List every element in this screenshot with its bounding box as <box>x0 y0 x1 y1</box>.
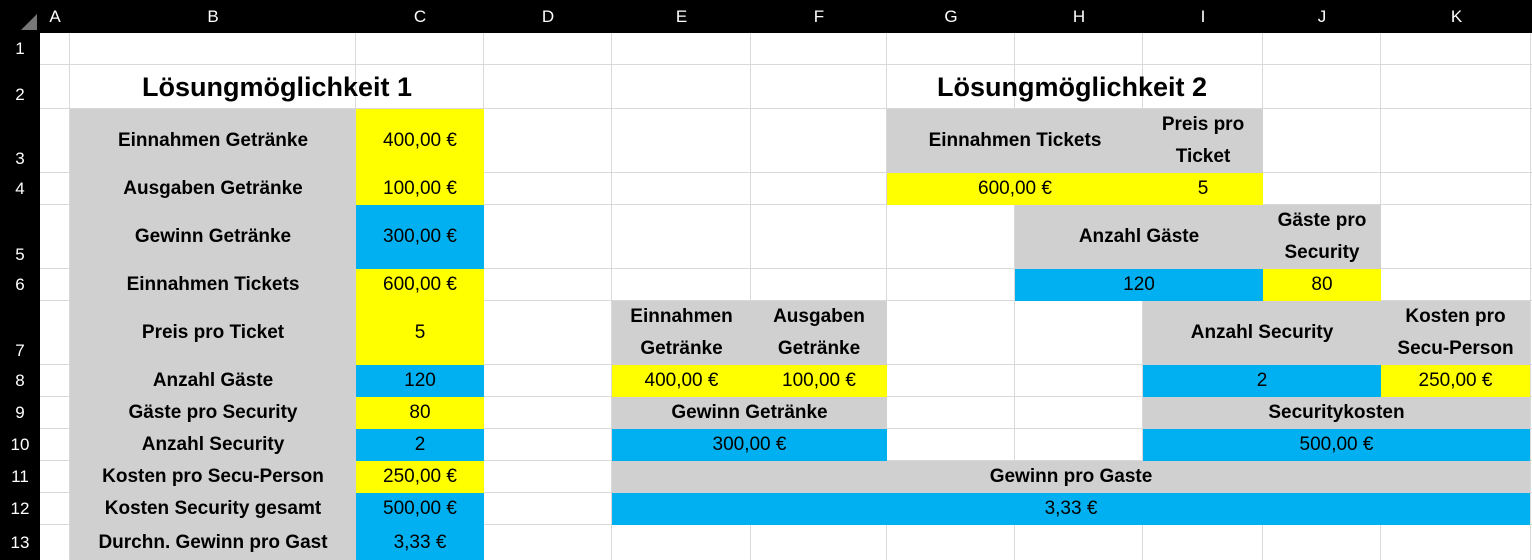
s2-label-guests-per-security[interactable]: Gäste pro Security <box>1263 205 1381 269</box>
column-header-d[interactable]: D <box>484 0 612 33</box>
column-header-b[interactable]: B <box>70 0 356 33</box>
s2-value-expenses-drinks[interactable]: 100,00 € <box>751 365 887 397</box>
s2-label-security-count[interactable]: Anzahl Security <box>1143 301 1381 365</box>
row-header-8[interactable]: 8 <box>0 365 40 397</box>
row-header-9[interactable]: 9 <box>0 397 40 429</box>
s2-value-security-count[interactable]: 2 <box>1143 365 1381 397</box>
s1-label-income-tickets[interactable]: Einnahmen Tickets <box>70 269 356 301</box>
s1-value-price-ticket[interactable]: 5 <box>356 301 484 365</box>
s2-label-price-ticket-line1: Preis pro <box>1161 114 1245 135</box>
s2-label-price-ticket[interactable]: Preis pro Ticket <box>1143 109 1263 173</box>
s1-label-guests[interactable]: Anzahl Gäste <box>70 365 356 397</box>
s1-value-profit-drinks[interactable]: 300,00 € <box>356 205 484 269</box>
column-header-g[interactable]: G <box>887 0 1015 33</box>
row-header-3[interactable]: 3 <box>0 109 40 173</box>
s1-value-income-tickets[interactable]: 600,00 € <box>356 269 484 301</box>
row-header-10[interactable]: 10 <box>0 429 40 461</box>
solution2-title[interactable]: Lösungmöglichkeit 2 <box>936 72 1208 102</box>
s2-value-income-drinks[interactable]: 400,00 € <box>612 365 751 397</box>
row-header-6[interactable]: 6 <box>0 269 40 301</box>
column-header-e[interactable]: E <box>612 0 751 33</box>
s2-label-cost-per-person-line2: Secu-Person <box>1397 338 1514 359</box>
column-header-h[interactable]: H <box>1015 0 1143 33</box>
column-header-i[interactable]: I <box>1143 0 1263 33</box>
s2-label-cost-per-person-line1: Kosten pro <box>1405 306 1506 327</box>
s2-label-security-costs[interactable]: Securitykosten <box>1143 397 1530 429</box>
s2-label-expenses-drinks-line2: Getränke <box>777 338 861 359</box>
s1-label-expenses-drinks[interactable]: Ausgaben Getränke <box>70 173 356 205</box>
s2-value-guests-per-security[interactable]: 80 <box>1263 269 1381 301</box>
s2-value-guests[interactable]: 120 <box>1015 269 1263 301</box>
column-header-k[interactable]: K <box>1381 0 1532 33</box>
s1-label-price-ticket[interactable]: Preis pro Ticket <box>70 301 356 365</box>
s2-label-guests[interactable]: Anzahl Gäste <box>1015 205 1263 269</box>
select-all-corner[interactable] <box>0 0 40 33</box>
row-header-1[interactable]: 1 <box>0 33 40 65</box>
s1-label-guests-per-security[interactable]: Gäste pro Security <box>70 397 356 429</box>
s2-value-income-tickets[interactable]: 600,00 € <box>887 173 1143 205</box>
row-header-12[interactable]: 12 <box>0 493 40 525</box>
row-header-7[interactable]: 7 <box>0 301 40 365</box>
s1-label-income-drinks[interactable]: Einnahmen Getränke <box>70 109 356 173</box>
s2-label-profit-per-guest[interactable]: Gewinn pro Gaste <box>612 461 1530 493</box>
row-header-13[interactable]: 13 <box>0 525 40 560</box>
column-header-f[interactable]: F <box>751 0 887 33</box>
s1-value-avg-profit-per-guest[interactable]: 3,33 € <box>356 525 484 560</box>
column-header-j[interactable]: J <box>1263 0 1381 33</box>
s1-label-profit-drinks[interactable]: Gewinn Getränke <box>70 205 356 269</box>
s2-value-security-costs[interactable]: 500,00 € <box>1143 429 1530 461</box>
column-header-a[interactable]: A <box>40 0 70 33</box>
s2-value-cost-per-person[interactable]: 250,00 € <box>1381 365 1530 397</box>
s2-label-income-drinks[interactable]: Einnahmen Getränke <box>612 301 751 365</box>
s1-value-income-drinks[interactable]: 400,00 € <box>356 109 484 173</box>
s1-value-security-count[interactable]: 2 <box>356 429 484 461</box>
row-header-4[interactable]: 4 <box>0 173 40 205</box>
s2-label-income-drinks-line2: Getränke <box>640 338 723 359</box>
s2-label-profit-drinks[interactable]: Gewinn Getränke <box>612 397 887 429</box>
row-header-11[interactable]: 11 <box>0 461 40 493</box>
s2-label-cost-per-person[interactable]: Kosten pro Secu-Person <box>1381 301 1530 365</box>
s2-value-profit-per-guest[interactable]: 3,33 € <box>612 493 1530 525</box>
row-header-5[interactable]: 5 <box>0 205 40 269</box>
row-header-2[interactable]: 2 <box>0 65 40 109</box>
s2-label-price-ticket-line2: Ticket <box>1175 146 1231 167</box>
s1-label-cost-per-person[interactable]: Kosten pro Secu-Person <box>70 461 356 493</box>
s1-label-security-count[interactable]: Anzahl Security <box>70 429 356 461</box>
s1-label-avg-profit-per-guest[interactable]: Durchn. Gewinn pro Gast <box>70 525 356 560</box>
s2-value-profit-drinks[interactable]: 300,00 € <box>612 429 887 461</box>
column-header-c[interactable]: C <box>356 0 484 33</box>
s2-value-price-ticket[interactable]: 5 <box>1143 173 1263 205</box>
s1-value-expenses-drinks[interactable]: 100,00 € <box>356 173 484 205</box>
s2-label-income-tickets[interactable]: Einnahmen Tickets <box>887 109 1143 173</box>
s2-label-guests-per-security-line2: Security <box>1284 242 1360 263</box>
s1-value-guests-per-security[interactable]: 80 <box>356 397 484 429</box>
s1-value-cost-per-person[interactable]: 250,00 € <box>356 461 484 493</box>
s2-label-income-drinks-line1: Einnahmen <box>630 306 733 327</box>
s2-label-expenses-drinks-line1: Ausgaben <box>773 306 865 327</box>
s2-label-expenses-drinks[interactable]: Ausgaben Getränke <box>751 301 887 365</box>
s1-label-security-total[interactable]: Kosten Security gesamt <box>70 493 356 525</box>
select-all-triangle-icon <box>21 14 37 30</box>
s1-value-security-total[interactable]: 500,00 € <box>356 493 484 525</box>
solution1-title[interactable]: Lösungmöglichkeit 1 <box>141 72 413 102</box>
s2-label-guests-per-security-line1: Gäste pro <box>1277 210 1367 231</box>
s1-value-guests[interactable]: 120 <box>356 365 484 397</box>
